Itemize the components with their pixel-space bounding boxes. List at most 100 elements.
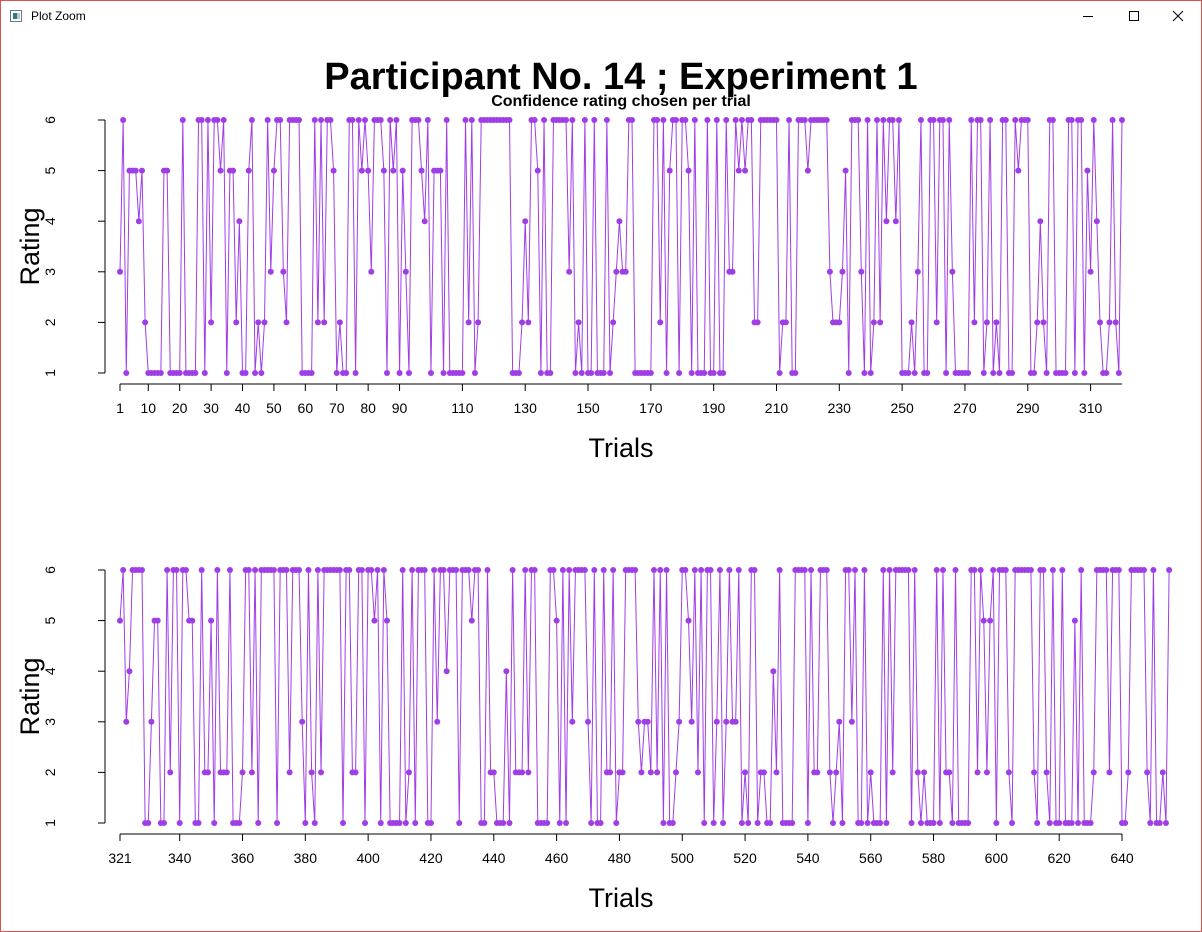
chart-panel-2: 1 2 3 4 5 6 321 340 360 380 400 420 440 460 480 500 520 5… [15,566,1173,913]
data-point [911,567,918,573]
data-point [883,820,890,826]
data-point [572,370,579,376]
data-point [440,370,447,376]
x-tick-label: 110 [451,400,474,416]
data-point [274,820,281,826]
data-point [924,370,931,376]
data-point [1043,370,1050,376]
x-tick-label: 50 [266,400,282,416]
data-point [877,319,884,326]
data-point [839,268,846,275]
y-tick-label: 5 [42,166,58,174]
y-tick-label: 2 [42,768,58,776]
data-point [534,167,541,174]
data-point [1125,769,1132,776]
data-point [270,167,277,174]
app-icon [10,10,22,22]
data-point [362,820,368,826]
data-point [880,117,887,123]
data-point [1140,567,1147,573]
x-tick-label: 580 [922,850,946,866]
maximize-button[interactable] [1111,1,1157,31]
data-point [930,820,937,826]
data-point [660,117,667,123]
data-point [1087,268,1094,275]
data-point [767,820,774,826]
data-point [760,769,767,776]
data-point [801,567,808,573]
x-tick-label: 70 [329,400,345,416]
data-point [352,370,359,376]
x-tick-label: 440 [482,850,506,866]
x-tick-label: 420 [419,850,443,866]
data-point [537,370,544,376]
close-button[interactable] [1155,1,1201,31]
data-point [453,567,460,573]
data-point [214,567,221,573]
data-point [974,769,981,776]
data-point [519,319,526,326]
data-point [1027,567,1034,573]
x-tick-label: 460 [545,850,569,866]
data-point [314,319,321,326]
x-tick-label: 90 [392,400,408,416]
data-point [911,370,918,376]
data-point [569,117,576,123]
data-point [1156,820,1163,826]
x-tick-label: 150 [576,400,600,416]
title-bar[interactable]: Plot Zoom [1,1,1201,31]
data-point [443,668,450,675]
data-point [644,718,651,725]
data-point [987,617,994,624]
data-point [145,820,152,826]
data-point [908,820,915,826]
data-point [330,167,337,174]
data-point [647,370,654,376]
minimize-button[interactable] [1065,1,1111,31]
data-point [377,117,384,123]
data-point [701,370,708,376]
data-point [220,117,227,123]
data-point [484,567,491,573]
data-point [1090,117,1097,123]
data-point [836,319,843,326]
x-tick-label: 290 [1016,400,1040,416]
data-point [597,820,604,826]
data-point [424,117,431,123]
data-point [914,268,921,275]
data-point [1097,319,1104,326]
data-point [933,319,940,326]
data-point [914,769,921,776]
data-point [1081,370,1088,376]
y-axis-title: Rating [15,207,45,285]
x-tick-label: 270 [953,400,977,416]
data-point [299,718,306,725]
data-point [867,769,874,776]
data-point [553,617,560,624]
data-point [864,117,871,123]
data-point [135,218,142,225]
data-point [1166,567,1173,573]
data-point [559,567,566,573]
data-point [1068,820,1075,826]
data-point [465,319,472,326]
data-point [993,820,1000,826]
data-point [336,319,343,326]
data-point [952,567,959,573]
data-point [164,167,171,174]
y-tick-label: 1 [42,819,58,827]
x-tick-label: 190 [702,400,726,416]
data-point [308,769,315,776]
data-point [255,820,262,826]
data-point [1043,769,1050,776]
data-point [688,718,695,725]
data-point [839,820,846,826]
data-point [1084,167,1091,174]
data-point [657,567,664,573]
data-point [362,117,368,123]
data-point [616,218,623,225]
x-tick-label: 20 [172,400,188,416]
data-point [852,567,859,573]
data-point [399,567,406,573]
x-tick-label: 600 [985,850,1009,866]
